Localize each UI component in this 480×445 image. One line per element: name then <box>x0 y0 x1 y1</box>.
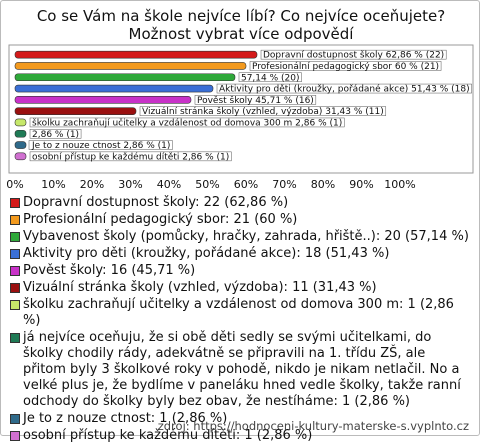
bar-label-group: Dopravní dostupnost školy 62,86 % (22) <box>260 49 447 61</box>
legend-item: Profesionální pedagogický sbor: 21 (60 %… <box>9 212 471 228</box>
bar-label-group: Je to z nouze ctnost 2,86 % (1) <box>28 140 173 151</box>
x-tick-label: 70% <box>272 178 296 191</box>
bar-label: školku zachraňují učitelky a vzdálenost … <box>32 117 342 128</box>
bar-label-box <box>29 117 345 128</box>
bar-label: Je to z nouze ctnost 2,86 % (1) <box>31 141 170 151</box>
x-tick-label: 60% <box>234 178 258 191</box>
bar-label: 57,14 % (20) <box>241 73 300 83</box>
legend-swatch <box>10 333 20 343</box>
bar-label-group: Vizuální stránka školy (vzhled, výzdoba)… <box>139 106 387 117</box>
bar <box>14 62 247 70</box>
bar-label-box <box>249 61 442 71</box>
bar-label-group: Pověst školy 45,71 % (16) <box>194 95 317 106</box>
legend-label: školku zachraňují učitelky a vzdálenost … <box>23 297 454 328</box>
bar-label-group: 57,14 % (20) <box>238 72 302 83</box>
legend-item: Vizuální stránka školy (vzhled, výzdoba)… <box>9 280 471 296</box>
bar <box>14 84 214 93</box>
bar-label: osobní přístup ke každému dítěti 2,86 % … <box>32 151 229 162</box>
legend-label: Dopravní dostupnost školy: 22 (62,86 %) <box>23 195 289 210</box>
legend-swatch <box>10 232 20 242</box>
bar-label-box <box>260 49 447 60</box>
legend-swatch <box>10 431 20 441</box>
bar-label-box <box>216 83 472 94</box>
legend-item: Dopravní dostupnost školy: 22 (62,86 %) <box>9 195 471 211</box>
bar-label-box <box>29 151 232 162</box>
legend-swatch <box>10 414 20 424</box>
legend-label: Vybavenost školy (pomůcky, hračky, zahra… <box>23 229 469 244</box>
bar-label: Profesionální pedagogický sbor 60 % (21) <box>252 62 439 72</box>
x-tick-label: 100% <box>384 178 415 191</box>
bar-label-group: školku zachraňují učitelky a vzdálenost … <box>29 117 345 128</box>
chart-title: Co se Vám na škole nejvíce líbí? Co nejv… <box>36 7 446 43</box>
bar-label-group: 2,86 % (1) <box>29 129 82 140</box>
bar-label-box <box>139 106 387 116</box>
legend-item: Aktivity pro děti (kroužky, pořádané akc… <box>9 246 471 262</box>
x-tick-label: 30% <box>118 178 142 191</box>
legend-label: Vizuální stránka školy (vzhled, výzdoba)… <box>23 280 377 295</box>
bar <box>14 141 27 149</box>
x-tick-label: 20% <box>80 178 104 191</box>
legend-label: já nejvíce oceňuju, že si obě děti sedly… <box>23 330 461 409</box>
x-tick-label: 80% <box>311 178 335 191</box>
legend-swatch <box>10 266 20 276</box>
bar-label-group: Aktivity pro děti (kroužky, pořádané akc… <box>216 83 472 95</box>
legend-item: Pověst školy: 16 (45,71 %) <box>9 263 471 279</box>
source: zdroj: https://hodnoceni-kultury-matersk… <box>157 419 469 433</box>
bar <box>14 118 27 127</box>
legend-label: Aktivity pro děti (kroužky, pořádané akc… <box>23 246 390 261</box>
bar-label: 2,86 % (1) <box>32 130 79 140</box>
bar-label: Aktivity pro děti (kroužky, pořádané akc… <box>219 84 470 95</box>
bar-label-box <box>194 95 317 105</box>
legend-item: já nejvíce oceňuju, že si obě děti sedly… <box>9 330 471 410</box>
bar <box>14 96 192 104</box>
legend-item: školku zachraňují učitelky a vzdálenost … <box>9 297 471 329</box>
legend-swatch <box>10 283 20 293</box>
x-tick-label: 90% <box>349 178 373 191</box>
plot: 0% 10% 20% 30% 40% 50% 60% 70% 80% 90% 100% Dopravn… <box>6 44 474 191</box>
legend: Dopravní dostupnost školy: 22 (62,86 %) P… <box>9 195 471 445</box>
bar <box>14 129 27 138</box>
legend-label: Pověst školy: 16 (45,71 %) <box>23 263 196 278</box>
bar-label-box <box>28 140 173 150</box>
bar <box>14 107 137 115</box>
x-tick-label: 0% <box>6 178 23 191</box>
legend-item: Vybavenost školy (pomůcky, hračky, zahra… <box>9 229 471 245</box>
legend-swatch <box>10 215 20 225</box>
legend-swatch <box>10 249 20 259</box>
bar-label-group: osobní přístup ke každému dítěti 2,86 % … <box>29 151 232 162</box>
x-tick-label: 50% <box>195 178 219 191</box>
bar <box>14 73 236 82</box>
legend-swatch <box>10 300 20 310</box>
bar-label-box <box>238 72 302 82</box>
legend-item: Je to z nouze ctnost: 1 (2,86 %) <box>9 411 471 427</box>
x-tick-label: 40% <box>157 178 181 191</box>
bar <box>14 50 258 59</box>
bar-label: Pověst školy 45,71 % (16) <box>197 95 314 106</box>
legend-label: Je to z nouze ctnost: 1 (2,86 %) <box>23 411 228 426</box>
bar <box>14 152 27 161</box>
legend-label: Profesionální pedagogický sbor: 21 (60 %… <box>23 212 298 227</box>
x-tick-label: 10% <box>41 178 65 191</box>
bar-label-group: Profesionální pedagogický sbor 60 % (21) <box>249 61 442 72</box>
bar-label: Dopravní dostupnost školy 62,86 % (22) <box>263 50 444 61</box>
bar-label-box <box>29 129 82 139</box>
legend-swatch <box>10 198 20 208</box>
bar-label: Vizuální stránka školy (vzhled, výzdoba)… <box>142 106 384 117</box>
